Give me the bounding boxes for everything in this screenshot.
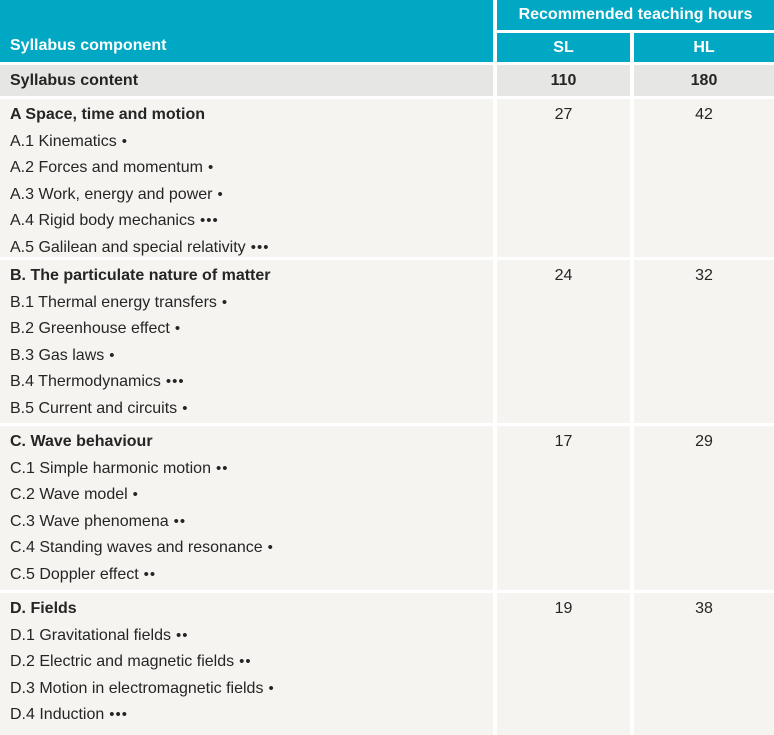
header-syllabus-component: Syllabus component [0, 0, 493, 62]
section-item-label: B.3 Gas laws [10, 346, 105, 364]
difficulty-dots: • [217, 185, 224, 203]
section-item-label: D.1 Gravitational fields [10, 626, 171, 644]
difficulty-dots: • [207, 159, 215, 176]
section-hl-hours: 42 [634, 99, 774, 257]
header-recommended-teaching-hours: Recommended teaching hours [497, 0, 774, 30]
syllabus-content-hl-hours: 180 [634, 65, 774, 96]
section-item-label: C.5 Doppler effect [10, 565, 139, 583]
section-hl-hours: 32 [634, 260, 774, 423]
difficulty-dots: •• [143, 565, 157, 583]
section-item: C.4 Standing waves and resonance • [10, 535, 483, 562]
section-item: A.5 Galilean and special relativity ••• [10, 235, 483, 262]
section-hl-hours: 38 [634, 593, 774, 735]
section-item: A.2 Forces and momentum • [10, 155, 483, 182]
difficulty-dots: •• [239, 653, 252, 670]
header-hl: HL [634, 33, 774, 62]
section-item-label: C.2 Wave model [10, 486, 128, 503]
section-item: C.5 Doppler effect •• [10, 562, 483, 589]
section-item: A.3 Work, energy and power • [10, 182, 483, 209]
section-item: B.4 Thermodynamics ••• [10, 369, 483, 396]
section-item-label: A.1 Kinematics [10, 132, 117, 150]
section-item-label: C.1 Simple harmonic motion [10, 459, 211, 477]
difficulty-dots: • [267, 539, 274, 556]
section-item-label: C.4 Standing waves and resonance [10, 539, 263, 556]
section-item: A.4 Rigid body mechanics ••• [10, 208, 483, 235]
section-item: A.1 Kinematics • [10, 129, 483, 156]
section-item: B.1 Thermal energy transfers • [10, 290, 483, 317]
section-item-label: A.4 Rigid body mechanics [10, 212, 195, 229]
difficulty-dots: ••• [165, 373, 185, 390]
difficulty-dots: ••• [250, 238, 270, 256]
syllabus-content-label: Syllabus content [0, 65, 493, 96]
difficulty-dots: • [121, 132, 128, 150]
section-cell: C. Wave behaviour C.1 Simple harmonic mot… [0, 426, 493, 590]
section-item: D.2 Electric and magnetic fields •• [10, 649, 483, 676]
section-sl-hours: 24 [497, 260, 630, 423]
section-item-label: B.4 Thermodynamics [10, 373, 161, 390]
section-item: C.2 Wave model • [10, 482, 483, 509]
section-item: D.1 Gravitational fields •• [10, 623, 483, 650]
section-item: B.2 Greenhouse effect • [10, 316, 483, 343]
section-item-label: D.2 Electric and magnetic fields [10, 653, 235, 670]
section-item-label: A.2 Forces and momentum [10, 159, 203, 176]
section-sl-hours: 17 [497, 426, 630, 590]
section-item-label: B.2 Greenhouse effect [10, 320, 170, 337]
difficulty-dots: ••• [109, 706, 129, 723]
section-item-label: C.3 Wave phenomena [10, 512, 169, 530]
section-cell: A Space, time and motion A.1 Kinematics • A… [0, 99, 493, 257]
difficulty-dots: •• [175, 626, 189, 644]
section-item: D.4 Induction ••• [10, 702, 483, 729]
section-title: A Space, time and motion [10, 106, 205, 123]
difficulty-dots: •• [173, 512, 187, 530]
difficulty-dots: • [221, 293, 229, 311]
section-item-label: A.3 Work, energy and power [10, 185, 213, 203]
difficulty-dots: •• [215, 459, 229, 477]
syllabus-content-sl-hours: 110 [497, 65, 630, 96]
difficulty-dots: • [182, 399, 189, 417]
section-item: B.5 Current and circuits • [10, 396, 483, 423]
section-sl-hours: 19 [497, 593, 630, 735]
section-item: D.3 Motion in electromagnetic fields • [10, 676, 483, 703]
section-item: C.1 Simple harmonic motion •• [10, 456, 483, 483]
section-item: C.3 Wave phenomena •• [10, 509, 483, 536]
difficulty-dots: ••• [199, 212, 219, 229]
section-item-label: D.3 Motion in electromagnetic fields [10, 679, 264, 697]
difficulty-dots: • [132, 486, 139, 503]
section-sl-hours: 27 [497, 99, 630, 257]
difficulty-dots: • [174, 320, 182, 337]
difficulty-dots: • [268, 679, 275, 697]
section-cell: D. Fields D.1 Gravitational fields •• D.2 E… [0, 593, 493, 735]
section-title: C. Wave behaviour [10, 433, 153, 450]
section-hl-hours: 29 [634, 426, 774, 590]
section-item: B.3 Gas laws • [10, 343, 483, 370]
section-title: D. Fields [10, 600, 77, 617]
section-cell: B. The particulate nature of matter B.1 T… [0, 260, 493, 423]
header-sl: SL [497, 33, 630, 62]
section-item-label: A.5 Galilean and special relativity [10, 238, 246, 256]
difficulty-dots: • [109, 346, 116, 364]
section-item-label: B.5 Current and circuits [10, 399, 178, 417]
section-item-label: B.1 Thermal energy transfers [10, 293, 217, 311]
section-item-label: D.4 Induction [10, 706, 105, 723]
section-title: B. The particulate nature of matter [10, 267, 271, 284]
